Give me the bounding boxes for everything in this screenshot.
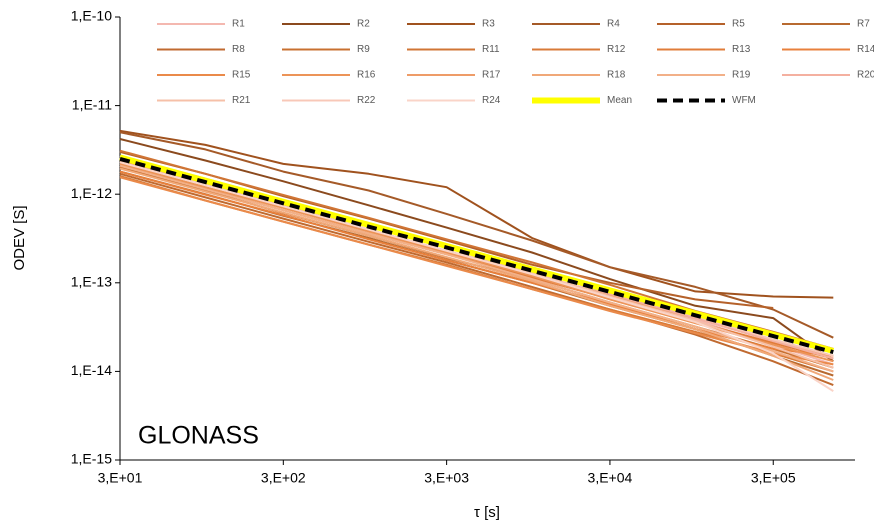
x-tick-label: 3,E+05: [751, 470, 796, 486]
x-tick-label: 3,E+04: [588, 470, 633, 486]
series-line: [119, 161, 834, 392]
series-line: [119, 131, 834, 339]
legend-label: Mean: [607, 95, 632, 106]
y-tick-label: 1,E-14: [71, 362, 112, 378]
legend-label: R11: [482, 44, 500, 55]
y-axis-title: ODEV [S]: [11, 205, 28, 270]
legend-label: R20: [857, 70, 874, 81]
legend-label: R5: [732, 19, 745, 30]
x-tick-label: 3,E+03: [424, 470, 469, 486]
y-tick-label: 1,E-10: [71, 8, 112, 24]
legend-label: R16: [357, 70, 376, 81]
y-tick-label: 1,E-12: [71, 185, 112, 201]
legend-label: R24: [482, 95, 501, 106]
legend-label: R1: [232, 19, 245, 30]
legend-label: R2: [357, 19, 370, 30]
x-tick-label: 3,E+02: [261, 470, 306, 486]
series-line: [119, 150, 774, 309]
legend-label: R9: [357, 44, 370, 55]
series-line: [119, 156, 834, 355]
series-line: [119, 129, 834, 299]
legend-label: R8: [232, 44, 245, 55]
legend-label: R14: [857, 44, 874, 55]
y-tick-label: 1,E-15: [71, 451, 112, 467]
series-line: [119, 167, 834, 381]
legend-label: R15: [232, 70, 251, 81]
series-line: [119, 172, 834, 387]
legend-label: R13: [732, 44, 751, 55]
legend-label: R3: [482, 19, 495, 30]
x-tick-label: 3,E+01: [98, 470, 143, 486]
series-line: [119, 138, 834, 363]
y-tick-label: 1,E-11: [72, 96, 112, 112]
legend-label: R18: [607, 70, 626, 81]
legend-label: R7: [857, 19, 870, 30]
y-tick-label: 1,E-13: [71, 274, 112, 290]
x-axis-title: τ [s]: [474, 504, 500, 521]
annotation: GLONASS: [138, 422, 259, 450]
legend-label: R21: [232, 95, 251, 106]
legend-label: R22: [357, 95, 376, 106]
series-line: [119, 164, 834, 373]
legend-label: R12: [607, 44, 626, 55]
legend-label: R17: [482, 70, 501, 81]
legend-label: R4: [607, 19, 620, 30]
legend-label: WFM: [732, 95, 756, 106]
legend-label: R19: [732, 70, 751, 81]
